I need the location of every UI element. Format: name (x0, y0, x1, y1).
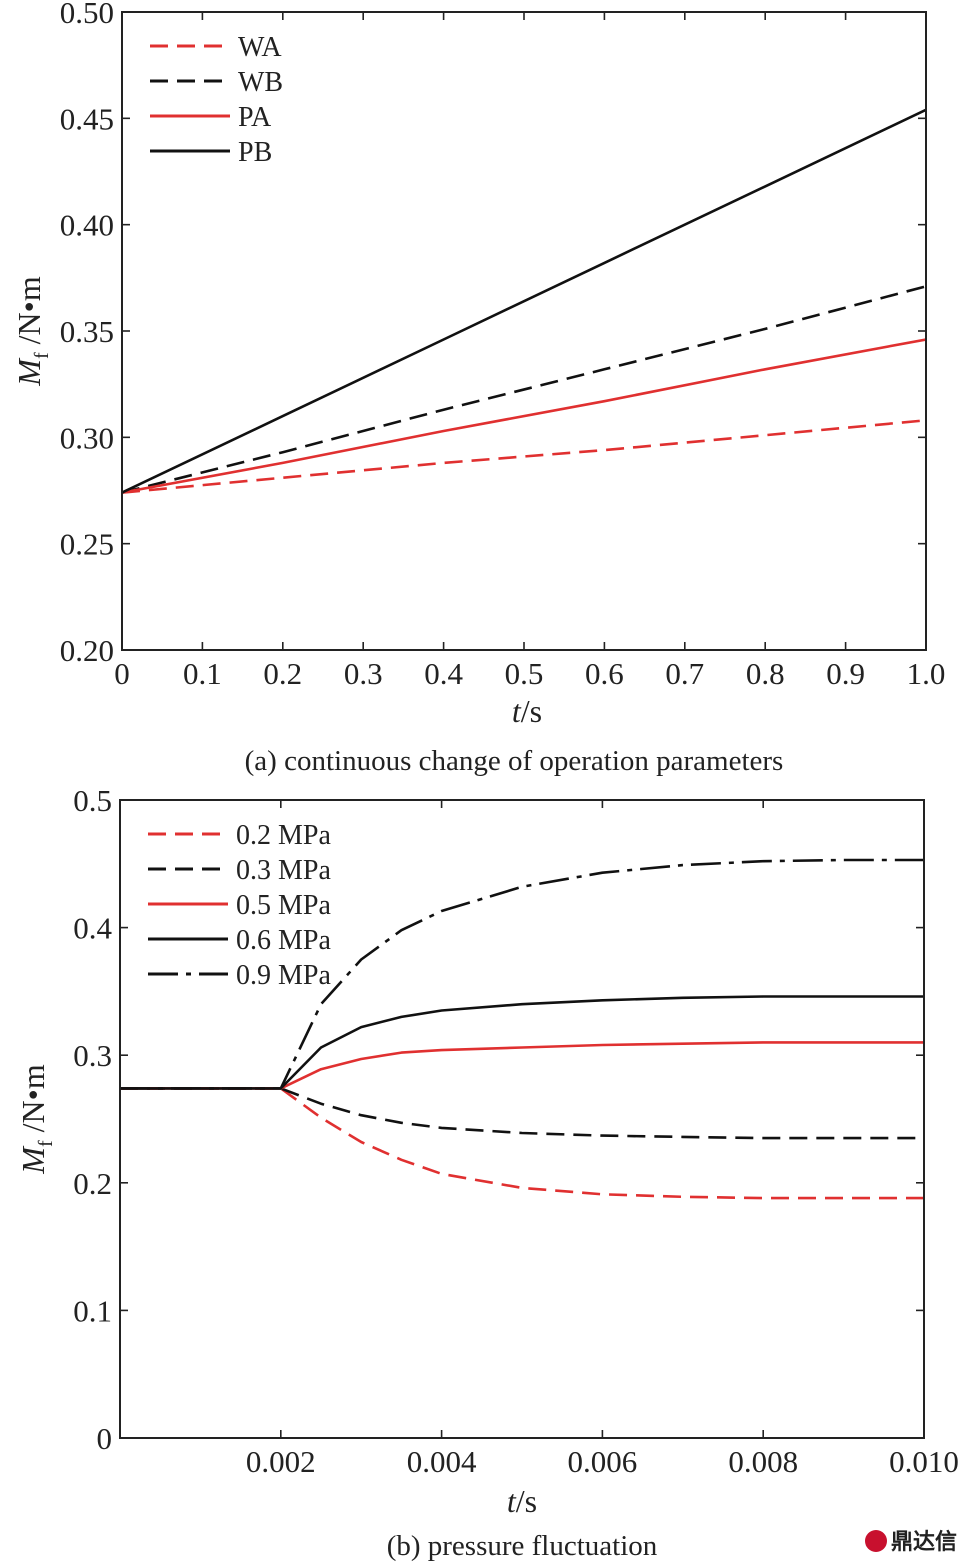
y-tick-label: 0.4 (73, 911, 112, 946)
series-line-0-3-mpa (120, 1087, 924, 1140)
panel-a-y-ticks: 0.20 0.25 0.30 0.35 0.40 0.45 0.50 (60, 0, 926, 668)
x-tick-label: 0.5 (505, 656, 544, 691)
x-tick-label: 0.8 (746, 656, 785, 691)
legend-label: PB (238, 137, 272, 168)
y-tick-label: 0.40 (60, 208, 114, 243)
panel-a-series-group (122, 108, 926, 494)
x-tick-label: 0.9 (826, 656, 865, 691)
panel-a: 0 0.1 0.2 0.3 0.4 0.5 0.6 0.7 0.8 0.9 1.0 0.20 0.25… (11, 0, 945, 777)
panel-b-caption: (b) pressure fluctuation (387, 1530, 658, 1562)
legend-label: WB (238, 67, 283, 98)
panel-b-x-ticks: 0.002 0.004 0.006 0.008 0.010 (246, 800, 959, 1479)
series-line-0-2-mpa (120, 1087, 924, 1200)
y-tick-label: 0.1 (73, 1293, 112, 1328)
series-line-0-9-mpa (120, 858, 924, 1090)
y-tick-label: 0.25 (60, 527, 114, 562)
x-tick-label: 0 (114, 656, 130, 691)
panel-b-plot-frame (119, 799, 925, 1439)
legend-label: 0.5 MPa (236, 890, 331, 921)
x-tick-label: 0.1 (183, 656, 222, 691)
panel-a-x-axis-title: t/s (512, 693, 542, 729)
x-tick-label: 0.008 (728, 1444, 798, 1479)
legend-label: 0.2 MPa (236, 820, 331, 851)
y-tick-label: 0.35 (60, 314, 114, 349)
x-tick-label: 0.2 (263, 656, 302, 691)
watermark-text: 鼎达信 (891, 1529, 957, 1555)
series-line-pa (122, 338, 926, 494)
x-tick-label: 0.3 (344, 656, 383, 691)
y-tick-label: 0.3 (73, 1038, 112, 1073)
watermark-logo-icon (865, 1530, 887, 1552)
x-tick-label: 0.6 (585, 656, 624, 691)
panel-b-series-group (120, 858, 924, 1200)
series-line-wa (122, 419, 926, 494)
y-tick-label: 0.30 (60, 420, 114, 455)
panel-b-x-axis-title: t/s (507, 1483, 537, 1519)
panel-b: 0.002 0.004 0.006 0.008 0.010 00.10.20.30.40… (15, 783, 959, 1562)
y-tick-label: 0.5 (73, 783, 112, 818)
x-tick-label: 0.7 (665, 656, 704, 691)
watermark-logo: 鼎达信 (865, 1529, 957, 1555)
x-tick-label: 0.010 (889, 1444, 959, 1479)
y-tick-label: 0 (97, 1421, 113, 1456)
legend-label: PA (238, 102, 272, 133)
legend-label: WA (238, 32, 282, 63)
x-tick-label: 0.004 (407, 1444, 477, 1479)
y-tick-label: 0.45 (60, 101, 114, 136)
legend-label: 0.9 MPa (236, 960, 331, 991)
series-line-wb (122, 285, 926, 494)
series-line-0-5-mpa (120, 1041, 924, 1090)
x-tick-label: 0.002 (246, 1444, 316, 1479)
series-line-0-6-mpa (120, 995, 924, 1090)
series-line-pb (122, 108, 926, 494)
panel-b-y-axis-title: Mf /N•m (15, 1064, 57, 1175)
panel-b-y-ticks: 0 0.1 0.2 0.3 0.4 0.5 (73, 783, 924, 1456)
y-tick-label: 0.20 (60, 633, 114, 668)
legend-label: 0.3 MPa (236, 855, 331, 886)
legend-label: 0.6 MPa (236, 925, 331, 956)
x-tick-label: 1.0 (907, 656, 946, 691)
y-tick-label: 0.2 (73, 1166, 112, 1201)
panel-a-caption: (a) continuous change of operation param… (245, 745, 784, 777)
x-tick-label: 0.4 (424, 656, 463, 691)
panel-a-x-ticks: 0 0.1 0.2 0.3 0.4 0.5 0.6 0.7 0.8 0.9 1.0 (114, 12, 945, 691)
x-tick-label: 0.006 (568, 1444, 638, 1479)
panel-a-y-axis-title: Mf /N•m (11, 276, 53, 387)
panel-a-legend: WA WB PA PB (150, 32, 283, 168)
y-tick-label: 0.50 (60, 0, 114, 30)
panel-b-legend: 0.2 MPa 0.3 MPa 0.5 MPa 0.6 MPa 0.9 MPa (148, 820, 331, 991)
